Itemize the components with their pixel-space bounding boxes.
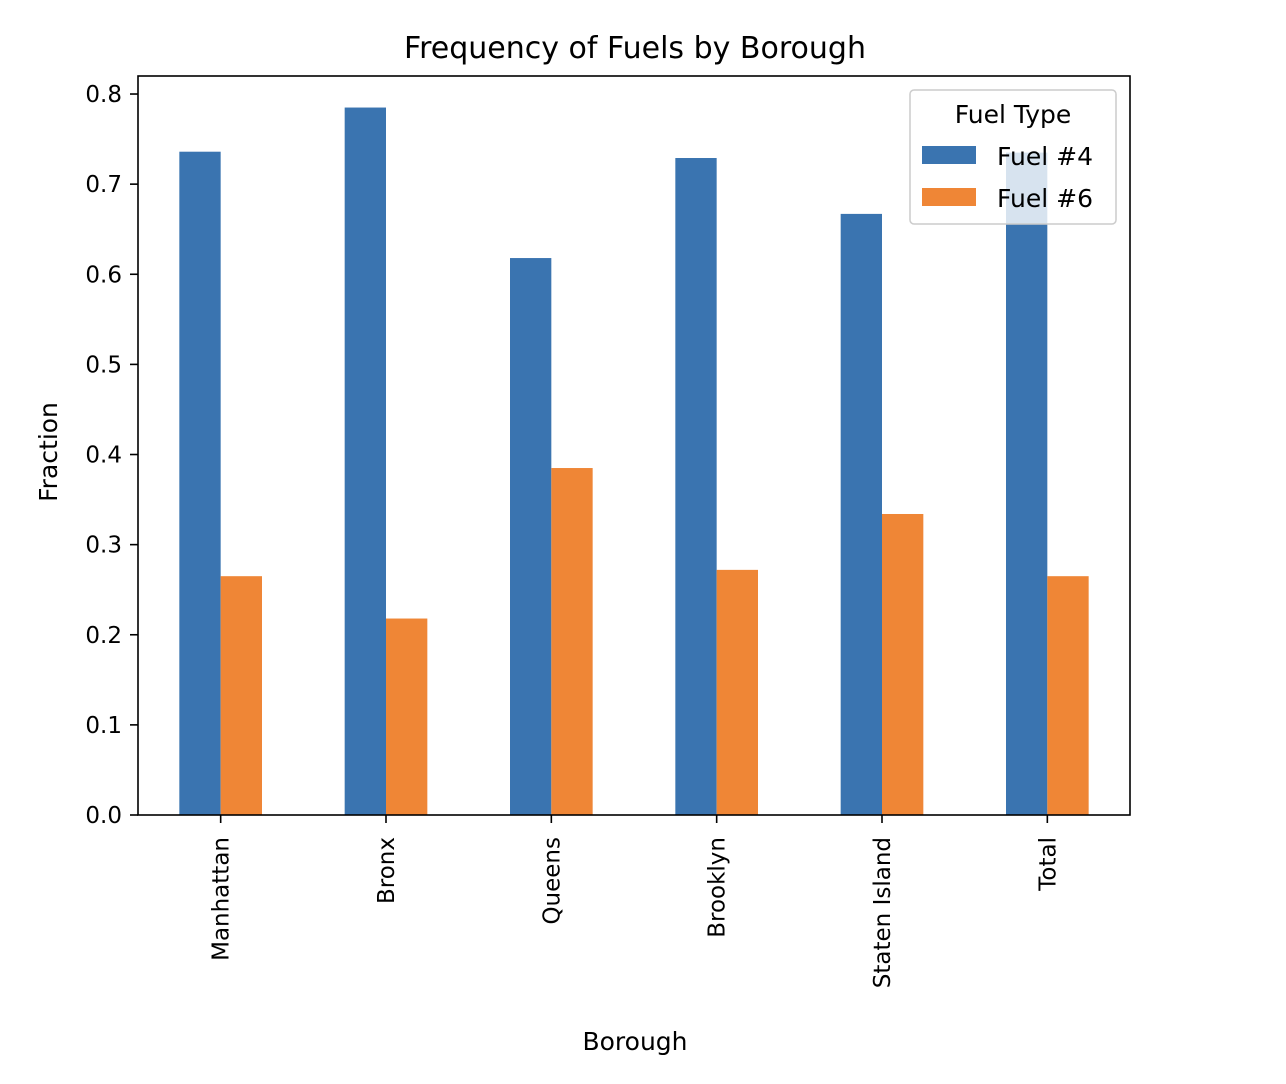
y-tick-label: 0.8 <box>85 82 122 108</box>
bar-fuel-6-staten-island <box>882 513 924 815</box>
chart-title: Frequency of Fuels by Borough <box>404 31 866 66</box>
legend-swatch-fuel-4 <box>922 146 976 164</box>
x-tick-label-staten-island: Staten Island <box>870 837 896 988</box>
y-tick-label: 0.5 <box>85 352 122 378</box>
bar-fuel-4-total <box>1006 152 1048 816</box>
y-tick-label: 0.7 <box>85 172 122 198</box>
x-axis-ticks: Manhattan Bronx Queens Brooklyn Staten Islan… <box>209 815 1061 988</box>
plot-frame <box>137 75 1131 816</box>
y-tick-label: 0.6 <box>85 262 122 288</box>
bar-fuel-4-staten-island <box>840 213 882 815</box>
y-tick-label: 0.3 <box>85 533 122 559</box>
bar-fuel-4-bronx <box>344 107 386 816</box>
bar-fuel-6-queens <box>551 468 593 815</box>
legend-swatch-fuel-6 <box>922 188 976 206</box>
x-tick-label-manhattan: Manhattan <box>209 837 235 961</box>
bar-fuel-6-brooklyn <box>716 569 758 815</box>
y-tick-label: 0.4 <box>85 443 122 469</box>
x-tick-label-total: Total <box>1035 837 1061 892</box>
legend-label-fuel-6: Fuel #6 <box>997 184 1093 213</box>
y-tick-label: 0.1 <box>85 713 122 739</box>
y-axis-ticks: 0.0 0.1 0.2 0.3 0.4 0.5 0.6 0.7 0.8 <box>85 82 138 829</box>
bars-group <box>179 107 1089 816</box>
bar-fuel-4-queens <box>510 258 552 815</box>
x-axis-label: Borough <box>582 1027 687 1056</box>
bar-fuel-6-bronx <box>386 618 428 815</box>
x-tick-label-bronx: Bronx <box>374 837 400 904</box>
legend: Fuel Type Fuel #4 Fuel #6 <box>909 89 1117 225</box>
y-axis-label: Fraction <box>34 402 63 502</box>
bar-fuel-6-total <box>1047 576 1089 815</box>
bar-fuel-4-manhattan <box>179 151 221 815</box>
x-tick-label-queens: Queens <box>539 837 565 925</box>
y-tick-label: 0.0 <box>85 803 122 829</box>
legend-title: Fuel Type <box>955 100 1072 129</box>
y-tick-label: 0.2 <box>85 623 122 649</box>
bar-fuel-4-brooklyn <box>675 158 717 815</box>
bar-fuel-6-manhattan <box>220 576 262 815</box>
x-tick-label-brooklyn: Brooklyn <box>705 837 731 938</box>
legend-label-fuel-4: Fuel #4 <box>997 142 1093 171</box>
